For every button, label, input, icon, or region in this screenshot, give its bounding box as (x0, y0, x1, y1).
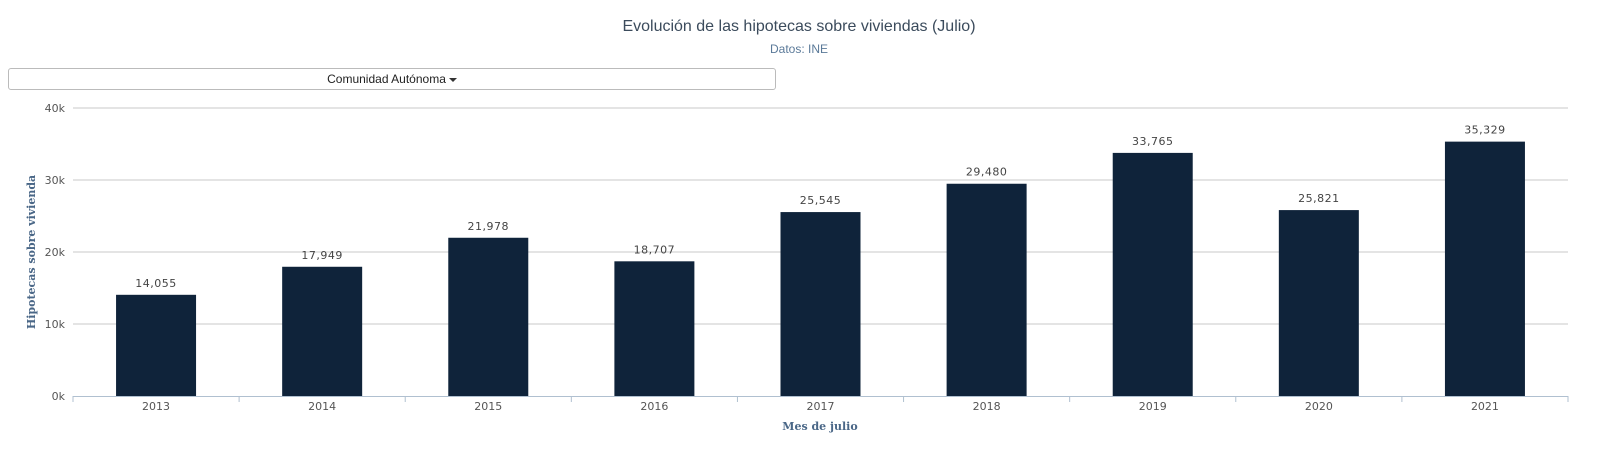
bar (448, 237, 529, 396)
x-tick-label: 2018 (973, 400, 1001, 413)
bar (1444, 141, 1525, 396)
x-tick-label: 2014 (308, 400, 336, 413)
data-label: 29,480 (966, 166, 1008, 179)
x-tick-label: 2017 (807, 400, 835, 413)
x-tick-label: 2013 (142, 400, 170, 413)
x-tick-label: 2015 (474, 400, 502, 413)
bar (116, 294, 197, 396)
bar (1278, 210, 1359, 396)
data-label: 17,949 (301, 249, 343, 262)
comunidad-autonoma-dropdown[interactable]: Comunidad Autónoma (8, 68, 776, 90)
bar (282, 266, 363, 396)
y-axis-title: Hipotecas sobre vivienda (25, 175, 38, 329)
chart-subtitle: Datos: INE (769, 42, 829, 56)
dropdown-label: Comunidad Autónoma (327, 72, 446, 86)
data-label: 25,545 (800, 194, 842, 207)
y-tick-label: 10k (45, 318, 66, 331)
data-label: 14,055 (135, 277, 177, 290)
y-tick-label: 20k (45, 246, 66, 259)
y-tick-label: 40k (45, 102, 66, 115)
x-tick-label: 2020 (1305, 400, 1333, 413)
bar (1112, 152, 1193, 396)
bar (946, 183, 1027, 396)
x-tick-label: 2019 (1139, 400, 1167, 413)
y-tick-label: 0k (52, 390, 66, 403)
data-label: 18,707 (634, 243, 676, 256)
x-axis-title: Mes de julio (782, 420, 857, 433)
x-tick-label: 2021 (1471, 400, 1499, 413)
data-label: 35,329 (1464, 124, 1506, 137)
chart-title: Evolución de las hipotecas sobre viviend… (622, 18, 976, 35)
caret-down-icon (448, 77, 457, 82)
data-label: 21,978 (468, 220, 510, 233)
data-label: 25,821 (1298, 192, 1340, 205)
y-tick-label: 30k (45, 174, 66, 187)
data-label: 33,765 (1132, 135, 1174, 148)
bar (780, 212, 861, 396)
bar (614, 261, 695, 396)
x-tick-label: 2016 (640, 400, 668, 413)
